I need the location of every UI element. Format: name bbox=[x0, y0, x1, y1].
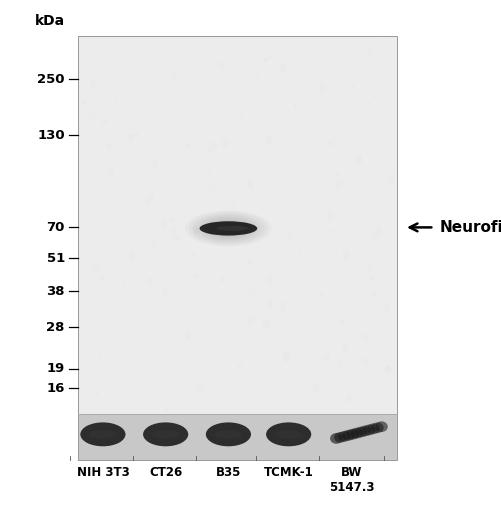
Bar bbox=[78, 36, 396, 414]
Text: B35: B35 bbox=[215, 466, 240, 479]
Text: CT26: CT26 bbox=[149, 466, 182, 479]
Ellipse shape bbox=[275, 430, 302, 438]
Text: NIH 3T3: NIH 3T3 bbox=[76, 466, 129, 479]
Ellipse shape bbox=[362, 425, 375, 435]
Ellipse shape bbox=[216, 226, 248, 231]
Text: Neurofilament-L: Neurofilament-L bbox=[438, 220, 501, 235]
Ellipse shape bbox=[338, 431, 350, 442]
Ellipse shape bbox=[334, 432, 346, 443]
Text: 19: 19 bbox=[47, 362, 65, 376]
Ellipse shape bbox=[330, 433, 342, 444]
Ellipse shape bbox=[350, 428, 362, 438]
Text: 38: 38 bbox=[46, 285, 65, 298]
Text: 130: 130 bbox=[37, 129, 65, 142]
Ellipse shape bbox=[366, 424, 379, 434]
Ellipse shape bbox=[143, 423, 188, 446]
Ellipse shape bbox=[199, 221, 257, 236]
Ellipse shape bbox=[80, 423, 125, 446]
Text: 70: 70 bbox=[46, 221, 65, 234]
Ellipse shape bbox=[375, 421, 387, 432]
Text: TCMK-1: TCMK-1 bbox=[263, 466, 313, 479]
Ellipse shape bbox=[358, 426, 371, 436]
Text: BW
5147.3: BW 5147.3 bbox=[328, 466, 373, 494]
Ellipse shape bbox=[370, 423, 383, 433]
Text: 16: 16 bbox=[46, 382, 65, 395]
Ellipse shape bbox=[266, 423, 311, 446]
Text: 28: 28 bbox=[46, 320, 65, 334]
Text: 51: 51 bbox=[47, 251, 65, 265]
Text: kDa: kDa bbox=[35, 14, 65, 28]
Ellipse shape bbox=[89, 430, 116, 438]
Ellipse shape bbox=[346, 429, 358, 439]
Ellipse shape bbox=[205, 423, 250, 446]
Text: 250: 250 bbox=[37, 73, 65, 86]
Ellipse shape bbox=[152, 430, 179, 438]
Ellipse shape bbox=[214, 430, 241, 438]
Bar bbox=[78, 414, 396, 460]
Ellipse shape bbox=[354, 427, 367, 437]
Ellipse shape bbox=[342, 430, 354, 440]
